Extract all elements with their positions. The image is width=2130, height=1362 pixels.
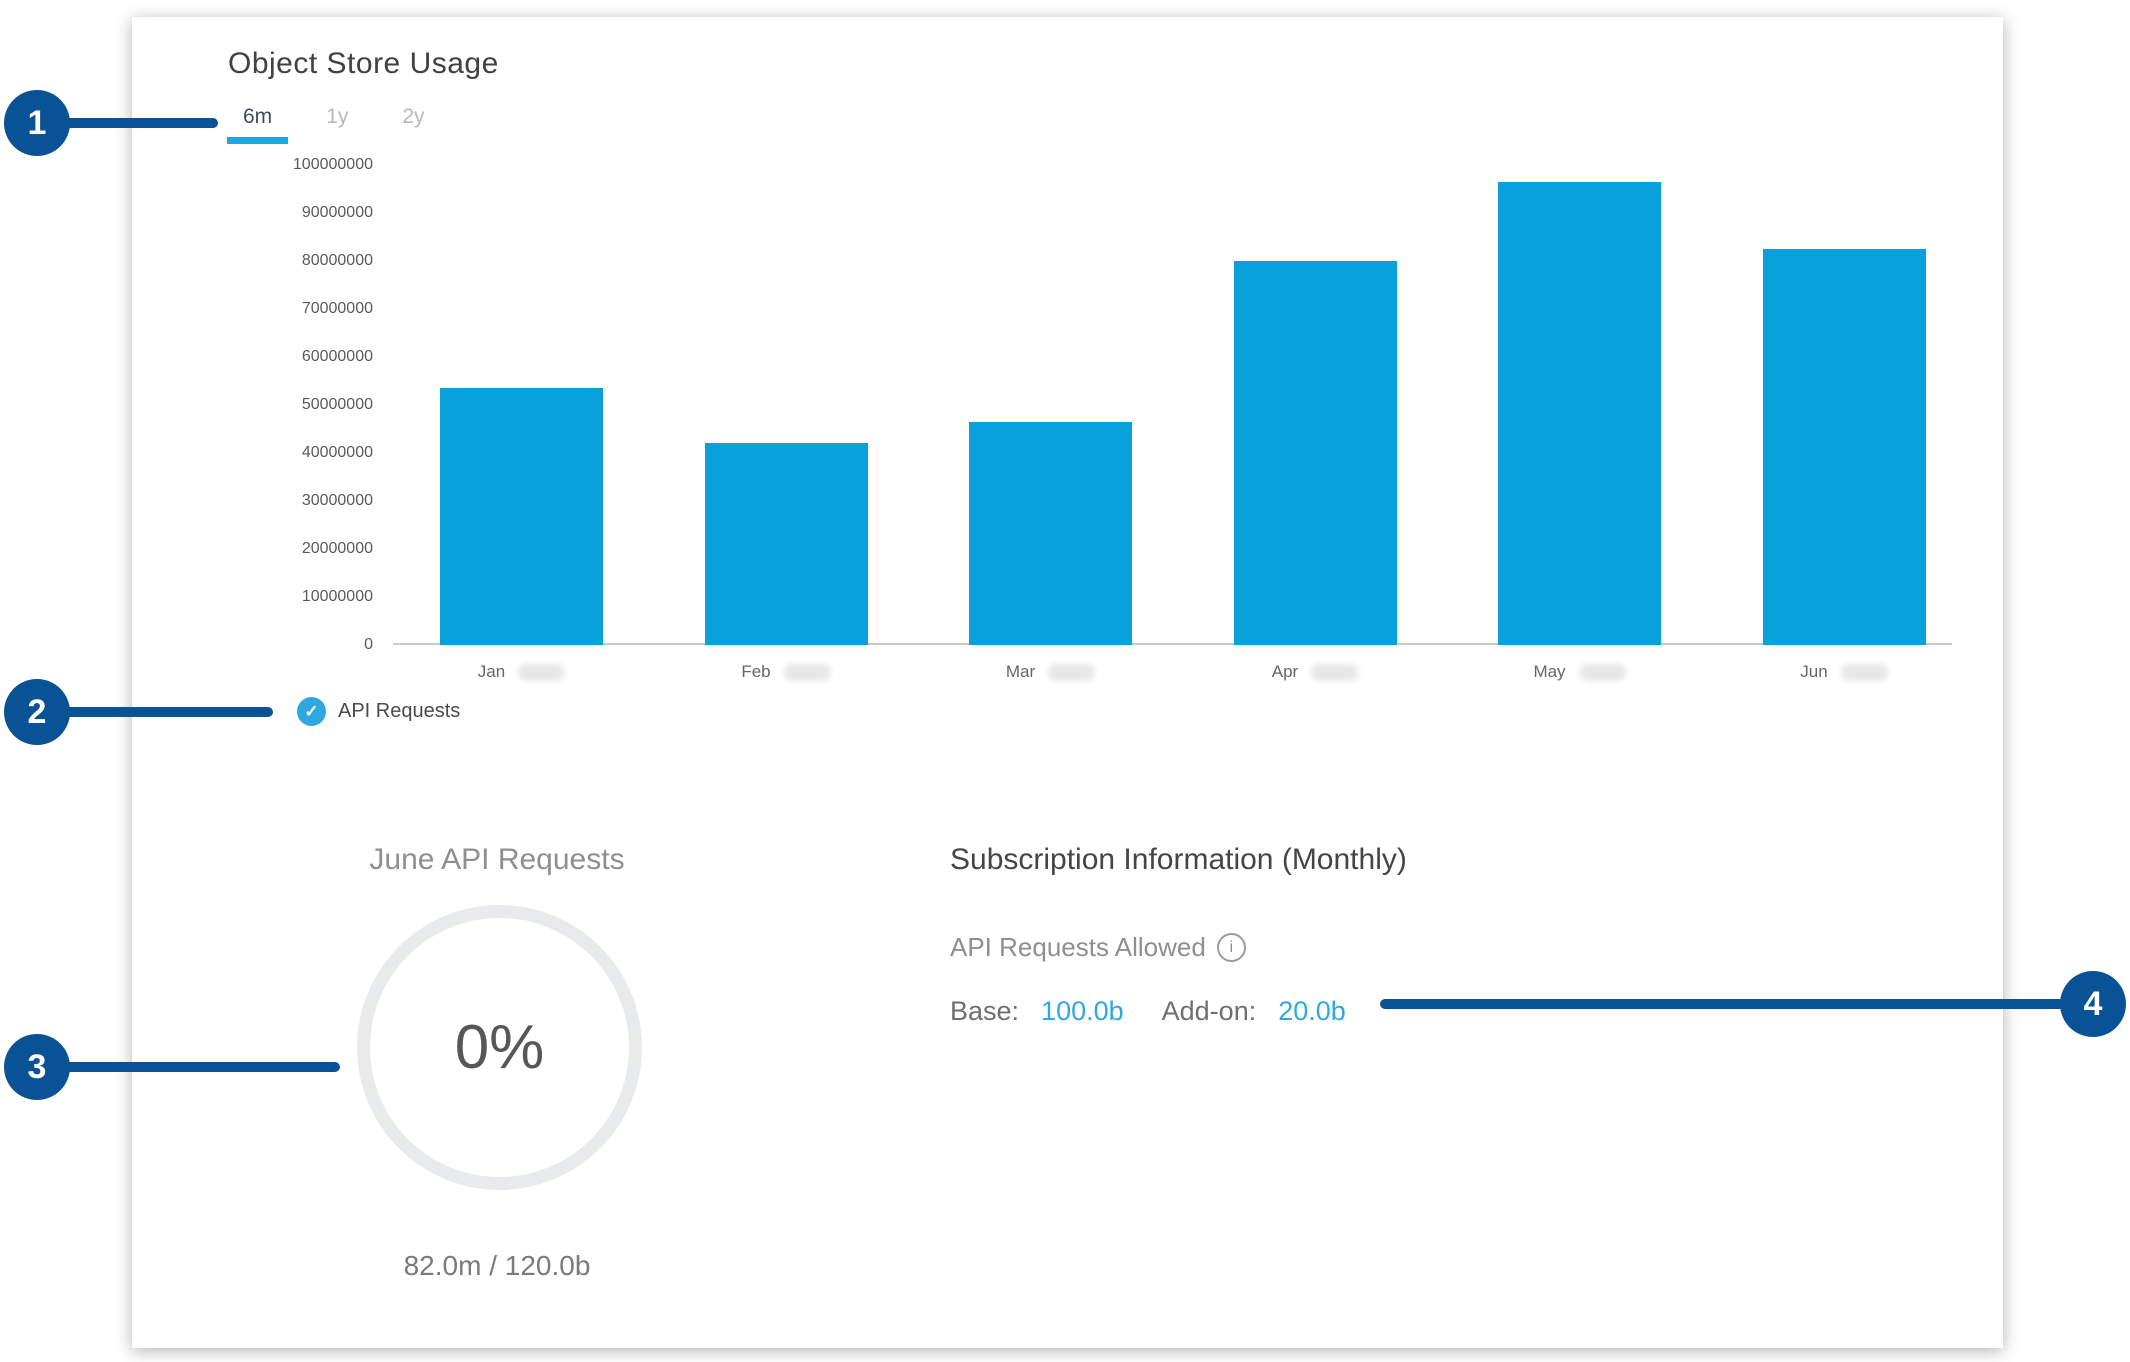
api-requests-allowed-row: API Requests Allowed i: [950, 932, 1246, 963]
y-tick-label: 100000000: [292, 156, 373, 173]
redacted-year-blur: [783, 663, 831, 681]
redacted-year-blur: [1311, 663, 1359, 681]
tab-1y[interactable]: 1y: [326, 105, 349, 128]
month-label: Jun: [1800, 662, 1828, 681]
tab-2y[interactable]: 2y: [402, 105, 425, 128]
bar-Jan: [440, 388, 603, 645]
subscription-values-row: Base: 100.0b Add-on: 20.0b: [950, 996, 1346, 1027]
usage-donut: 0%: [357, 905, 642, 1190]
y-tick-label: 90000000: [301, 204, 373, 221]
y-tick-label: 0: [364, 636, 373, 653]
callout-line-3: [37, 1062, 340, 1072]
x-axis-label: Apr: [1195, 662, 1435, 682]
x-axis-label: Feb: [666, 662, 906, 682]
y-tick-label: 20000000: [301, 540, 373, 557]
donut-title: June API Requests: [369, 843, 625, 876]
y-tick-label: 10000000: [301, 588, 373, 605]
bar-Mar: [969, 421, 1132, 645]
x-axis-label: Jun: [1724, 662, 1964, 682]
addon-value: 20.0b: [1278, 996, 1346, 1026]
callout-badge-3: 3: [4, 1034, 70, 1100]
base-label: Base:: [950, 996, 1020, 1026]
bar-Feb: [704, 443, 868, 645]
callout-badge-2: 2: [4, 679, 70, 745]
y-tick-label: 80000000: [301, 252, 373, 269]
y-tick-label: 30000000: [301, 492, 373, 509]
callout-badge-1: 1: [4, 90, 70, 156]
callout-line-4: [1380, 999, 2093, 1009]
time-range-tabs: 6m 1y 2y: [227, 104, 441, 144]
y-tick-label: 50000000: [301, 396, 373, 413]
callout-badge-4: 4: [2060, 971, 2126, 1037]
x-axis-line: [393, 643, 1952, 645]
month-label: Jan: [477, 662, 506, 681]
legend-api-requests[interactable]: ✓ API Requests: [297, 697, 460, 726]
usage-percent: 0%: [454, 1013, 545, 1082]
tab-6m[interactable]: 6m: [227, 104, 289, 144]
api-requests-allowed-label: API Requests Allowed: [950, 932, 1206, 962]
bar-Apr: [1233, 261, 1397, 645]
page-title: Object Store Usage: [228, 47, 499, 80]
x-axis-label: May: [1460, 662, 1700, 682]
month-label: Feb: [741, 662, 771, 681]
redacted-year-blur: [518, 663, 566, 681]
redacted-year-blur: [1840, 663, 1888, 681]
redacted-year-blur: [1578, 663, 1626, 681]
y-tick-label: 40000000: [301, 444, 373, 461]
usage-fraction: 82.0m / 120.0b: [403, 1250, 591, 1281]
x-axis-label: Mar: [931, 662, 1171, 682]
base-value: 100.0b: [1041, 996, 1124, 1026]
legend-label: API Requests: [338, 700, 461, 722]
month-label: May: [1533, 662, 1566, 681]
y-tick-label: 70000000: [301, 300, 373, 317]
callout-line-1: [37, 118, 218, 128]
callout-line-2: [37, 707, 273, 717]
bar-Jun: [1762, 249, 1926, 645]
y-tick-label: 60000000: [301, 348, 373, 365]
x-axis-label: Jan: [402, 662, 642, 682]
month-label: Mar: [1005, 662, 1036, 681]
info-icon[interactable]: i: [1216, 933, 1246, 962]
redacted-year-blur: [1048, 663, 1096, 681]
month-label: Apr: [1271, 662, 1299, 681]
bar-May: [1498, 181, 1661, 645]
addon-label: Add-on:: [1161, 996, 1257, 1026]
checkbox-checked-icon[interactable]: ✓: [297, 697, 326, 726]
subscription-title: Subscription Information (Monthly): [950, 843, 1407, 876]
